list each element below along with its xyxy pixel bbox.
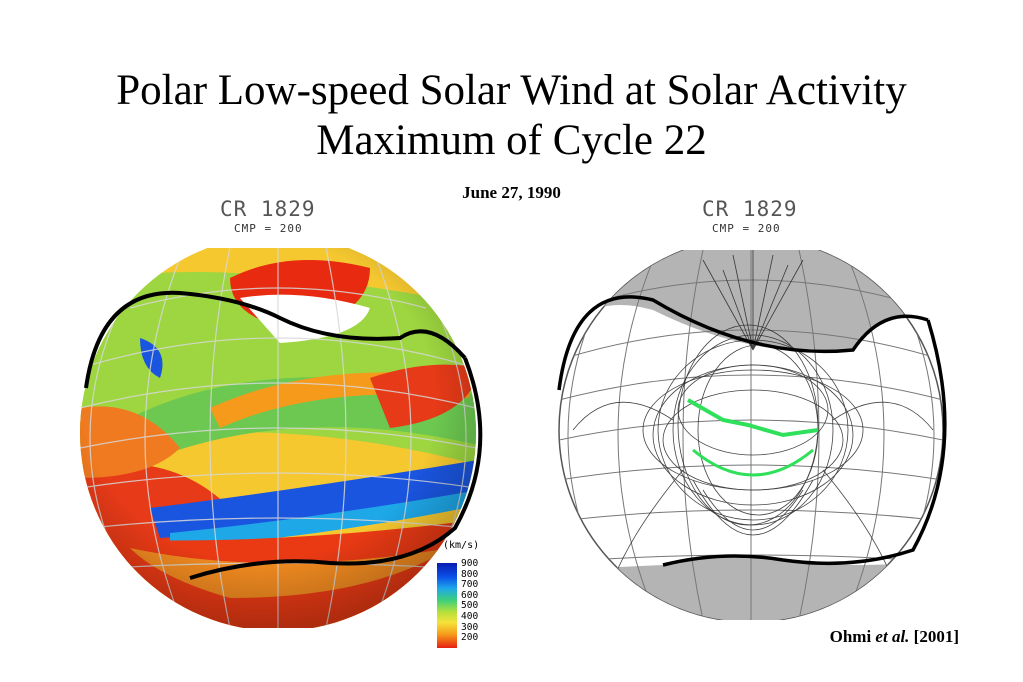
left-cmp-label: CMP = 200: [234, 222, 303, 235]
observation-date: June 27, 1990: [462, 183, 561, 202]
left-cr-label: CR 1829: [220, 197, 316, 221]
title-line-2: Maximum of Cycle 22: [316, 117, 707, 164]
legend-tick: 900: [461, 558, 479, 569]
legend-tick: 400: [461, 610, 479, 622]
legend-color-bar: [437, 563, 457, 648]
right-cmp-label: CMP = 200: [712, 222, 781, 235]
right-cr-label: CR 1829: [702, 197, 798, 221]
citation: Ohmi et al. [2001]: [830, 627, 959, 647]
speed-color-legend: (km/s) 900 800 700 600 500 400 300 200: [437, 540, 497, 650]
citation-etal: et al.: [875, 627, 910, 646]
legend-tick: 300: [461, 621, 479, 633]
title-line-1: Polar Low-speed Solar Wind at Solar Acti…: [116, 67, 907, 114]
citation-author: Ohmi: [829, 627, 872, 646]
legend-unit: (km/s): [443, 540, 480, 551]
legend-tick: 700: [461, 579, 479, 591]
slide-title: Polar Low-speed Solar Wind at Solar Acti…: [0, 66, 1023, 166]
legend-tick: 500: [461, 600, 479, 612]
legend-tick: 200: [461, 632, 479, 644]
legend-tick: 600: [461, 589, 479, 601]
solar-wind-speed-globe: [80, 248, 483, 628]
legend-tick: 800: [461, 568, 479, 580]
magnetic-field-globe: [557, 250, 947, 620]
citation-year: [2001]: [913, 627, 959, 646]
legend-ticks: 900 800 700 600 500 400 300 200: [461, 558, 479, 644]
